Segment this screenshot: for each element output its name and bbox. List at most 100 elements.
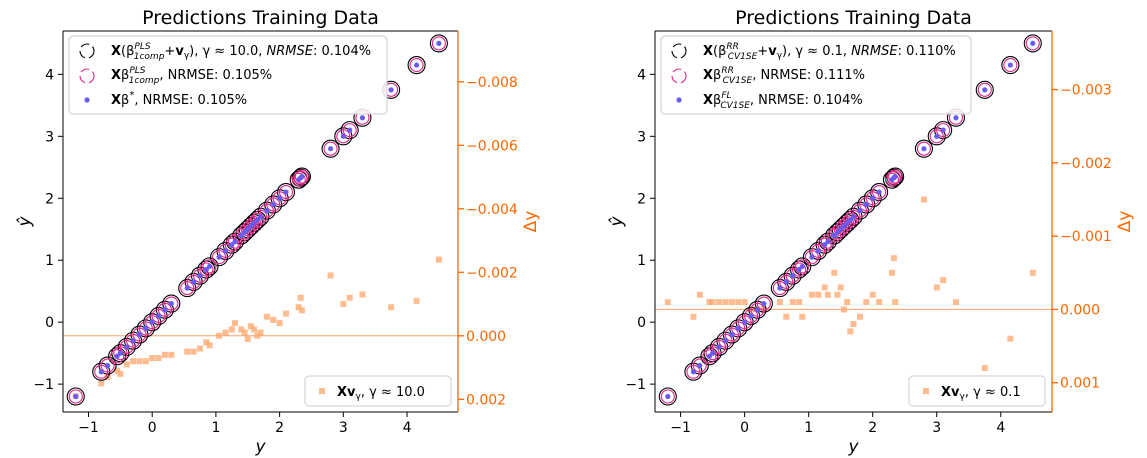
pred-dot [876,189,882,195]
pred-dot [232,239,238,245]
y-tick-label: 3 [637,129,646,145]
delta-point [890,255,897,262]
delta-point [216,332,223,339]
delta-point [298,307,305,314]
y-tick-label: 2 [45,191,54,207]
pred-dot [254,217,260,223]
pred-ring-pink [68,389,83,404]
pred-ring-pink [250,212,265,228]
y-tick-label: 4 [45,67,54,83]
delta-point [1029,269,1036,276]
delta-point [270,316,277,323]
pred-dot [203,266,209,273]
delta-point [716,299,723,306]
pred-dot [815,248,821,254]
pred-dot [143,325,149,331]
pred-ring-pink [100,358,115,373]
legend-label: Xvγ, γ ≈ 10.0 [337,385,425,402]
delta-point [196,345,203,352]
delta-point [808,291,815,298]
pred-dot [359,115,366,121]
y-axis-label: ŷ [607,216,627,228]
pred-dot [413,62,420,68]
delta-point [876,299,883,306]
pred-ring-pink [278,185,294,200]
delta-point [735,299,742,306]
y-tick-label: 1 [637,253,646,269]
delta-point [815,291,822,298]
y-tick-label: 4 [637,67,646,83]
y-tick-label: 0 [45,315,54,331]
x-tick-label: −1 [670,420,691,436]
pred-dot [327,146,334,152]
pred-ring-black [407,56,426,75]
pred-dot [940,127,946,133]
delta-point [254,332,261,339]
legend-top: X(βRR CV1SE+vγ), γ ≈ 0.1, NRMSE: 0.110% Xβ… [660,35,972,115]
pred-ring-pink [936,123,951,138]
delta-point [824,291,831,298]
pred-ring-pink [977,82,992,97]
delta-point [1007,335,1014,342]
pred-ring-pink [660,389,675,404]
y2-tick-label: −0.008 [466,75,518,91]
delta-point [837,284,844,291]
delta-point [847,328,854,335]
pred-dot [117,350,123,356]
pred-dot [388,87,394,93]
delta-point [232,320,239,327]
pred-dot [270,201,276,208]
pred-ring-pink [886,170,901,185]
pred-dot [754,307,761,313]
pred-ring-pink [224,237,239,252]
pred-ring-pink [110,349,125,364]
pred-dot [742,319,748,325]
pred-dot [748,313,754,319]
pred-ring-pink [872,185,887,200]
pred-dot [436,40,442,46]
pred-dot [844,220,850,226]
pred-dot [136,331,143,338]
x-tick-label: 0 [148,420,157,436]
pred-dot [277,195,283,201]
pred-ring-pink [409,58,424,73]
pred-ring-black [658,387,677,406]
y2-tick-label: 0.000 [1060,302,1100,318]
pred-dot [299,173,305,180]
delta-point [155,355,162,362]
pred-dot [124,344,130,350]
delta-point [850,321,857,328]
delta-point [933,284,940,291]
delta-point [340,301,347,308]
delta-point [888,269,895,276]
pred-dot [264,208,270,214]
delta-point [799,313,806,320]
delta-point [840,306,847,313]
pred-dot [168,300,174,307]
pred-ring-pink [199,262,214,277]
pred-dot [1030,40,1036,46]
y2-tick-label: 0.001 [1060,376,1100,392]
delta-point [295,304,302,311]
pred-dot [251,220,257,226]
x-tick-label: 3 [339,420,348,436]
pred-dot [982,87,988,93]
pred-dot [114,353,120,359]
pred-ring-pink [323,141,338,156]
pred-dot [790,273,796,279]
delta-point [706,299,713,306]
delta-point [741,299,748,306]
pred-dot [799,263,805,270]
delta-point [241,329,248,336]
delta-point [257,329,264,336]
pred-ring-pink [702,349,717,364]
pred-ring-pink [843,212,858,228]
pred-ring-pink [692,358,707,373]
x-tick-label: 0 [740,420,749,436]
delta-point [863,299,870,306]
pred-ring-pink [294,169,309,184]
pred-ring-pink [1025,36,1040,51]
pred-dot [850,214,857,220]
pred-dot [238,232,244,239]
pred-dot [710,350,716,356]
